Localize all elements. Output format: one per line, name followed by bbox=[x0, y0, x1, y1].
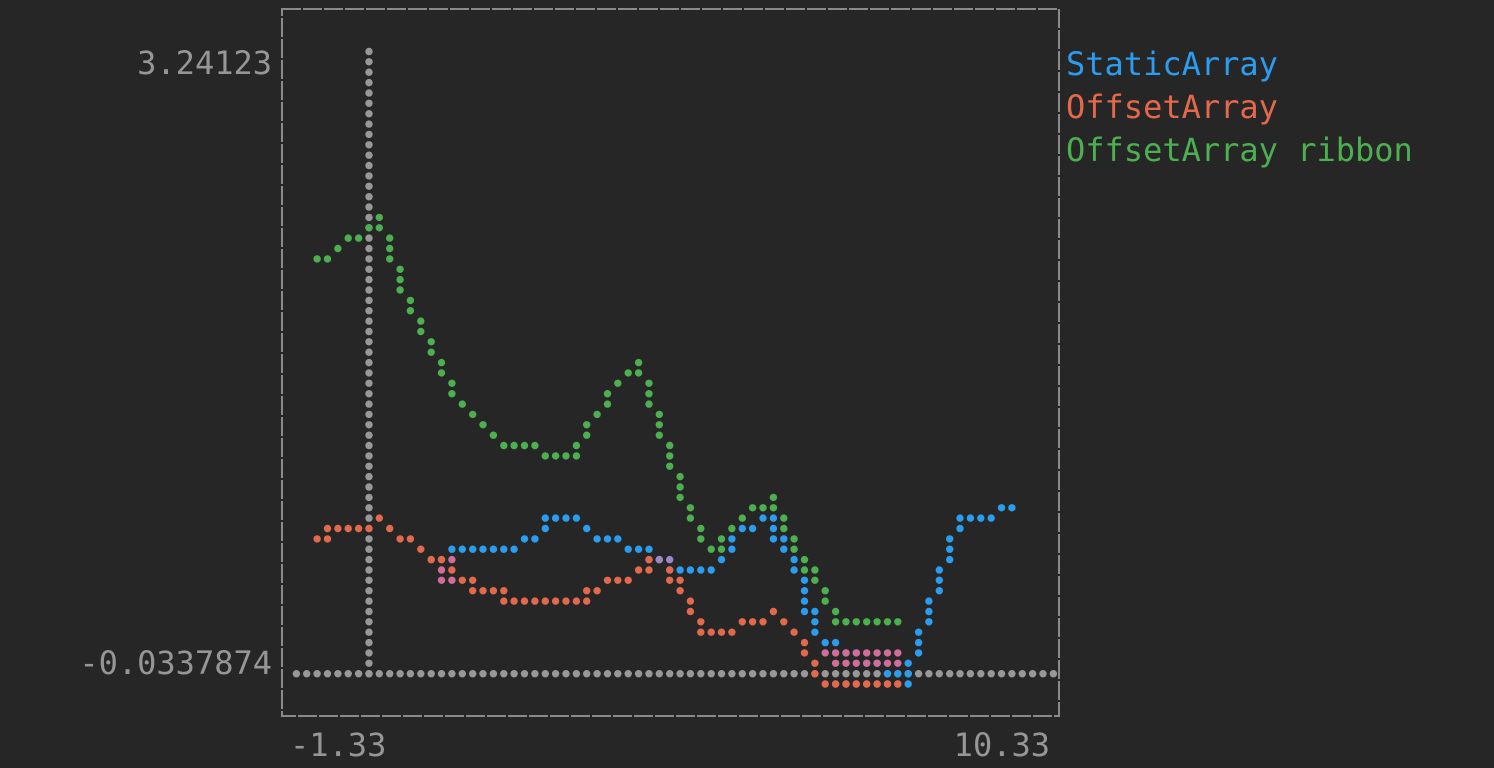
x-axis-tick-min: -1.33 bbox=[290, 726, 387, 764]
hline-ymin bbox=[292, 670, 1058, 678]
legend-item-offsetarray: OffsetArray bbox=[1066, 88, 1278, 126]
legend-item-offsetarray-ribbon: OffsetArray ribbon bbox=[1066, 131, 1413, 169]
y-axis-tick-min: -0.0337874 bbox=[79, 644, 272, 682]
x-axis-tick-max: 10.33 bbox=[953, 726, 1050, 764]
plot-border bbox=[281, 8, 1060, 717]
series-overlap-blend bbox=[655, 555, 674, 564]
vline-x0 bbox=[365, 47, 373, 678]
series-offsetarray-ribbon bbox=[313, 213, 902, 626]
legend: StaticArray OffsetArray OffsetArray ribb… bbox=[1066, 43, 1413, 172]
legend-item-staticarray: StaticArray bbox=[1066, 45, 1278, 83]
y-axis-tick-max: 3.24123 bbox=[137, 44, 272, 82]
series-ribbon-band bbox=[427, 555, 902, 688]
